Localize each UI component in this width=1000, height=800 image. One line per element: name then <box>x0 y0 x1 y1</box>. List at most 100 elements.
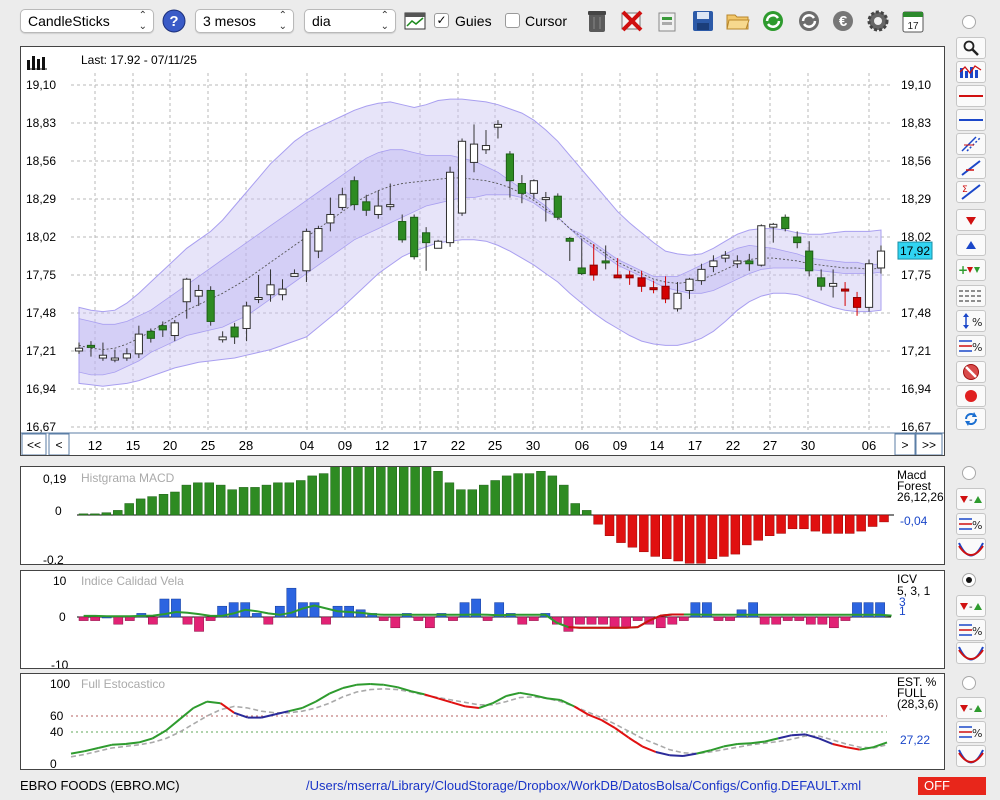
macd-bar <box>684 514 695 564</box>
candle-body <box>194 289 203 297</box>
x-axis-strip <box>21 433 944 455</box>
candle <box>398 214 407 243</box>
stochastic-k-segment <box>628 736 643 748</box>
stochastic-chart: 100 60 40 0 Full Estocastico EST. %FULL(28,3,… <box>50 674 944 769</box>
icv-bar <box>782 616 793 621</box>
chart-window-icon[interactable] <box>402 7 428 35</box>
main-panel-radio[interactable] <box>962 15 976 29</box>
stochastic-panel-radio[interactable] <box>962 676 976 690</box>
candle-body <box>134 333 143 355</box>
stochastic-k-segment <box>859 746 874 751</box>
down-up-arrows-icon[interactable]: - <box>956 697 986 719</box>
y-axis-tick-right: 18,29 <box>901 192 931 206</box>
icv-bar <box>482 616 493 621</box>
trend-line-icon[interactable] <box>956 157 986 179</box>
icv-bar <box>517 616 528 625</box>
globe-refresh-icon[interactable] <box>796 7 822 35</box>
delete-icon[interactable] <box>619 7 645 35</box>
percent-lines-icon[interactable]: % <box>956 513 986 535</box>
svg-text:€: € <box>839 13 848 30</box>
chevron-updown-icon: ⌃ ⌄ <box>380 10 389 32</box>
down-arrow-icon[interactable] <box>956 209 986 231</box>
candle <box>445 166 455 247</box>
x-axis-tick: 12 <box>375 438 389 453</box>
percent-lines-icon[interactable]: % <box>956 721 986 743</box>
price-chart-panel[interactable]: 19,10 19,10 18,83 18,83 18,56 18,56 18,29 18,29… <box>20 46 945 456</box>
stochastic-k-segment <box>437 697 453 704</box>
nav-button-frame[interactable] <box>21 433 47 455</box>
x-axis-tick: 20 <box>163 438 177 453</box>
candle-body <box>805 250 814 272</box>
chart-bars-icon[interactable] <box>27 54 49 70</box>
icv-panel-radio[interactable] <box>962 573 976 587</box>
sigma-trend-icon[interactable]: Σ <box>956 181 986 203</box>
down-up-arrows-icon[interactable]: - <box>956 595 986 617</box>
nav-button[interactable]: >> <box>915 433 943 455</box>
cross-curve-icon[interactable] <box>956 642 986 664</box>
chevron-updown-icon: ⌃ ⌄ <box>278 10 287 32</box>
percent-lines-icon[interactable]: % <box>956 335 986 357</box>
macd-bar <box>673 514 683 562</box>
settings-icon[interactable] <box>865 7 891 35</box>
icv-bar <box>171 598 181 618</box>
save-icon[interactable] <box>690 7 716 35</box>
nav-button-frame[interactable] <box>915 433 943 455</box>
macd-bar <box>845 514 855 534</box>
macd-bar <box>147 496 157 516</box>
plus-down-icon[interactable]: + <box>956 259 986 281</box>
config-path-link[interactable]: /Users/mserra/Library/CloudStorage/Dropb… <box>306 778 862 793</box>
nav-button[interactable]: > <box>894 433 916 455</box>
candle-body <box>541 197 550 201</box>
percent-lines-icon[interactable]: % <box>956 619 986 641</box>
candle <box>170 320 179 342</box>
help-icon[interactable]: ? <box>161 7 187 35</box>
trash-icon[interactable] <box>584 7 610 35</box>
stochastic-k-segment <box>709 745 725 752</box>
sto-side-bg <box>894 674 944 769</box>
candle <box>505 151 515 198</box>
macd-bar <box>78 513 89 516</box>
macd-panel-radio[interactable] <box>962 466 976 480</box>
euro-icon[interactable]: € <box>830 7 856 35</box>
sto-side-label: (28,3,6) <box>897 697 938 711</box>
cross-curve-icon[interactable] <box>956 745 986 767</box>
nav-button-frame[interactable] <box>894 433 916 455</box>
period-select[interactable]: 3 mesos ⌃ ⌄ <box>195 9 294 33</box>
grid-lines-icon[interactable] <box>956 285 986 307</box>
cross-curve-icon[interactable] <box>956 538 986 560</box>
svg-text:%: % <box>972 341 982 354</box>
parallel-channel-icon[interactable] <box>956 133 986 155</box>
stochastic-panel[interactable]: 100 60 40 0 Full Estocastico EST. % FULL (28,3,… <box>20 673 945 770</box>
reload-icon[interactable] <box>956 408 986 430</box>
cursor-checkbox[interactable] <box>505 13 520 28</box>
nav-button[interactable]: < <box>48 433 70 455</box>
macd-panel[interactable]: 0,19 0 -0,2 Histgrama MACD Macd Forest 26,12,2… <box>20 466 945 565</box>
blue-horizontal-line-icon[interactable] <box>956 109 986 131</box>
export-icon[interactable] <box>654 7 680 35</box>
chart-bars-icon[interactable] <box>956 61 986 83</box>
open-folder-icon[interactable] <box>725 7 751 35</box>
macd-bar <box>387 467 397 516</box>
red-horizontal-line-icon[interactable] <box>956 85 986 107</box>
chart-type-select[interactable]: CandleSticks ⌃ ⌄ <box>20 9 154 33</box>
x-axis-tick: 17 <box>688 438 702 453</box>
calendar-icon[interactable]: 17 <box>900 7 926 35</box>
refresh-icon[interactable] <box>760 7 786 35</box>
candle <box>637 270 646 292</box>
icv-bar <box>448 616 458 621</box>
guides-checkbox[interactable]: ✓ <box>434 13 449 28</box>
no-sign-icon[interactable] <box>956 361 986 383</box>
candle <box>864 259 874 312</box>
nav-button[interactable]: << <box>21 433 47 455</box>
percent-range-icon[interactable]: % <box>956 310 986 332</box>
nav-button-frame[interactable] <box>48 433 70 455</box>
macd-bar <box>856 514 866 532</box>
record-icon[interactable] <box>956 385 986 407</box>
interval-select[interactable]: dia ⌃ ⌄ <box>304 9 396 33</box>
zoom-icon[interactable] <box>956 37 986 59</box>
down-up-arrows-icon[interactable]: - <box>956 488 986 510</box>
macd-bar <box>113 510 123 516</box>
status-indicator[interactable]: OFF <box>918 777 986 795</box>
up-arrow-icon[interactable] <box>956 234 986 256</box>
